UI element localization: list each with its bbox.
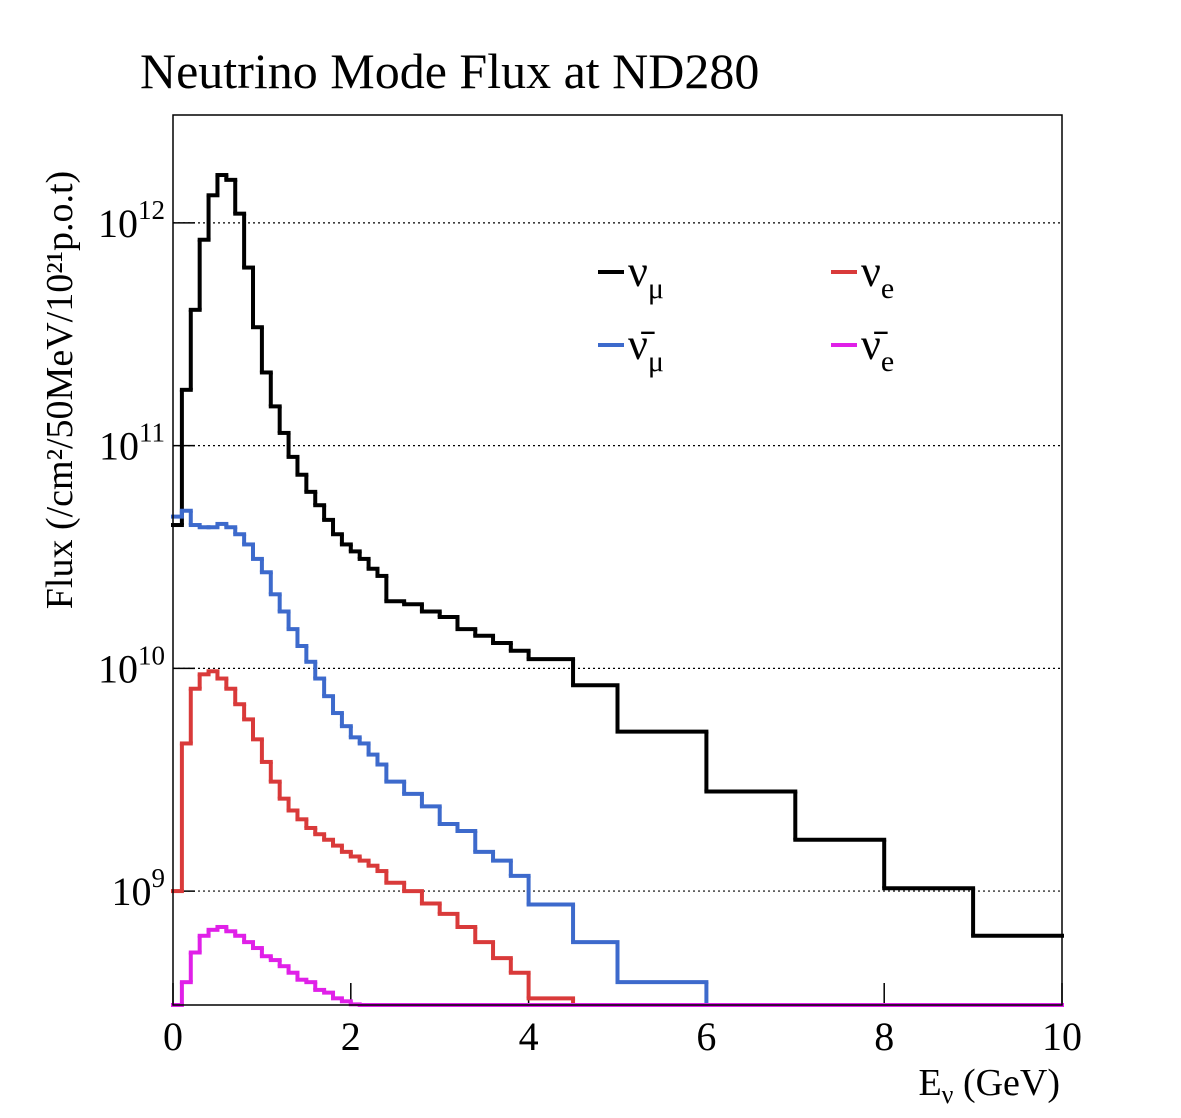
y-tick-base: 10 — [98, 201, 138, 246]
y-axis-title: Flux (/cm²/50MeV/10²¹p.o.t) — [39, 171, 81, 609]
legend-label: νe — [861, 247, 894, 305]
x-tick-label: 8 — [874, 1014, 894, 1059]
legend-subscript: μ — [648, 345, 664, 378]
x-tick-label: 10 — [1042, 1014, 1082, 1059]
y-tick-label: 1010 — [98, 640, 165, 691]
y-tick-exponent: 9 — [152, 863, 166, 893]
y-tick-label: 1012 — [98, 195, 165, 246]
legend-label: ν̄μ — [628, 320, 664, 378]
y-tick-label: 1011 — [99, 418, 165, 469]
x-tick-label: 2 — [341, 1014, 361, 1059]
legend-symbol: ν — [861, 247, 881, 296]
plot-frame — [172, 114, 1063, 1006]
y-tick-exponent: 12 — [138, 195, 165, 225]
legend-symbol: ν — [628, 247, 648, 296]
legend-label: νμ — [628, 247, 664, 305]
y-tick-base: 10 — [99, 424, 139, 469]
y-tick-exponent: 11 — [139, 418, 165, 448]
legend-label: ν̄e — [861, 320, 894, 378]
x-tick-label: 4 — [519, 1014, 539, 1059]
legend-subscript: e — [881, 272, 894, 305]
y-tick-base: 10 — [112, 869, 152, 914]
x-tick-label: 0 — [163, 1014, 183, 1059]
legend-subscript: μ — [648, 272, 664, 305]
x-tick-label: 6 — [696, 1014, 716, 1059]
legend-subscript: e — [881, 345, 894, 378]
x-axis-title: Eν (GeV) — [918, 1062, 1060, 1109]
x-axis-title-sub: ν — [942, 1080, 954, 1109]
chart-title: Neutrino Mode Flux at ND280 — [140, 43, 759, 99]
y-tick-label: 109 — [112, 863, 166, 914]
x-axis-title-main: E — [918, 1062, 941, 1104]
x-axis-title-suffix: (GeV) — [953, 1062, 1060, 1104]
y-tick-exponent: 10 — [138, 640, 165, 670]
y-tick-base: 10 — [98, 646, 138, 691]
